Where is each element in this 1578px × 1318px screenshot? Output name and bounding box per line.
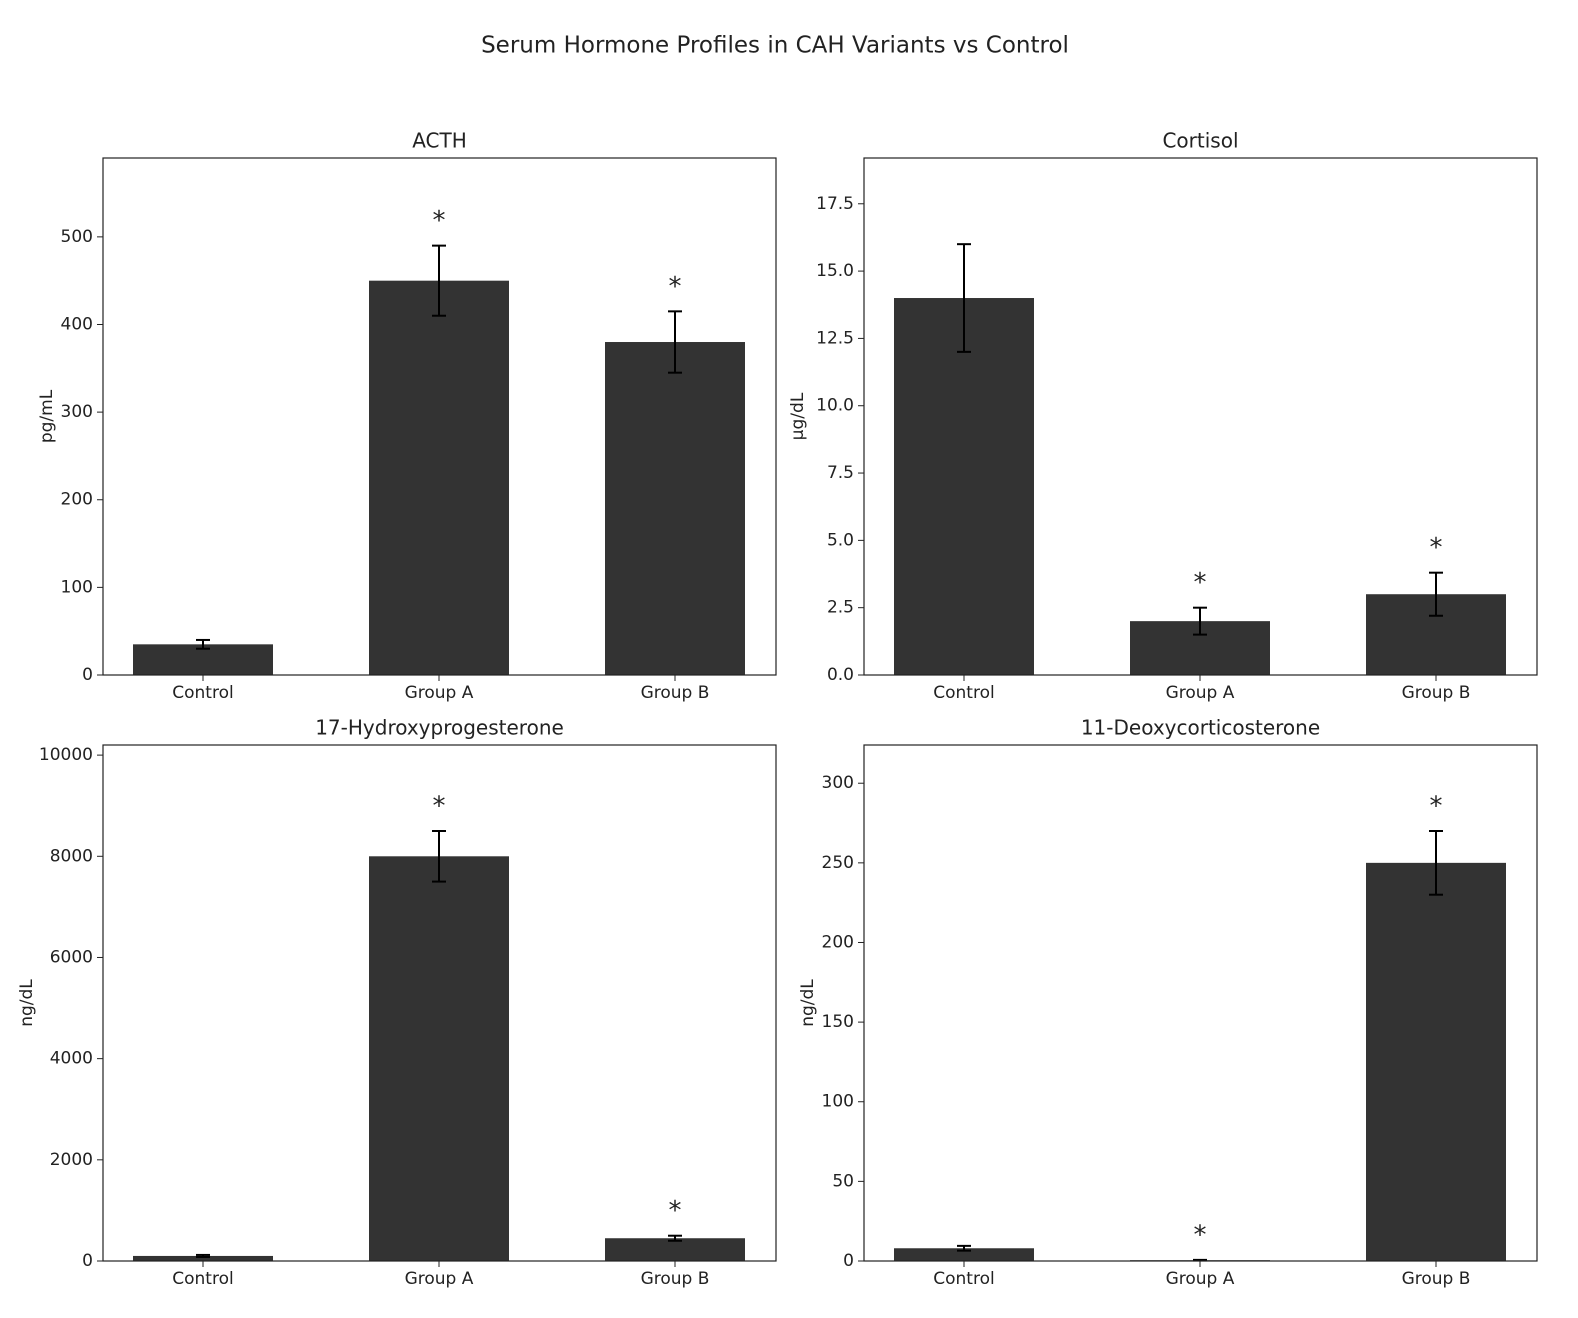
y-tick-label: 6000 [50,947,93,967]
error-bar [196,638,210,650]
bar [133,1255,273,1261]
subplot-title: 11-Deoxycorticosterone [1081,716,1320,740]
axes-frame [102,744,777,1262]
subplot-title: 17-Hydroxyprogesterone [315,716,564,740]
y-tick-label: 8000 [50,846,93,866]
y-tick-label: 300 [61,402,93,422]
y-tick-label: 7.5 [827,463,854,483]
error-bar [196,1253,210,1258]
error-bar [432,830,446,883]
x-tick-label: Control [172,683,233,703]
x-tick-label: Group B [1402,1269,1471,1289]
error-bar [432,244,446,317]
y-axis-label: ng/dL [798,979,818,1027]
y-axis-label: ng/dL [17,979,37,1027]
bar [369,856,509,1261]
error-bar [957,243,971,353]
x-tick-label: Group B [1402,683,1471,703]
subplot-title: Cortisol [1162,129,1238,153]
bar [894,298,1034,675]
bar [605,1238,745,1261]
y-tick-label: 200 [822,932,854,952]
y-tick-label: 300 [822,773,854,793]
significance-marker: * [433,206,446,236]
x-tick-label: Control [172,1269,233,1289]
x-tick-label: Control [933,683,994,703]
y-tick-label: 0 [843,1251,854,1271]
y-tick-label: 2000 [50,1150,93,1170]
significance-marker: * [1430,533,1443,563]
x-tick-label: Control [933,1269,994,1289]
y-tick-label: 17.5 [816,194,854,214]
y-axis-label: µg/dL [788,392,808,440]
error-bar [957,1244,971,1252]
y-tick-label: 100 [61,577,93,597]
x-tick-label: Group A [1166,1269,1235,1289]
significance-marker: * [1430,792,1443,822]
bar [369,280,509,675]
error-bar [1429,830,1443,896]
y-tick-label: 150 [822,1012,854,1032]
y-axis-label: pg/mL [37,389,57,443]
significance-marker: * [669,272,682,302]
x-tick-label: Group A [1166,683,1235,703]
error-bar [668,1234,682,1242]
y-tick-label: 0 [82,1251,93,1271]
y-tick-label: 100 [822,1092,854,1112]
x-tick-label: Group B [641,1269,710,1289]
subplot-title: ACTH [412,129,467,153]
significance-marker: * [669,1196,682,1226]
significance-marker: * [1194,1220,1207,1250]
x-tick-label: Group A [405,1269,474,1289]
figure-title: Serum Hormone Profiles in CAH Variants v… [481,33,1069,59]
y-tick-label: 200 [61,490,93,510]
y-tick-label: 10000 [39,745,93,765]
bar [605,342,745,675]
error-bar [668,310,682,374]
y-tick-label: 0.0 [827,665,854,685]
significance-marker: * [433,792,446,822]
x-tick-label: Group B [641,683,710,703]
bar [1366,862,1506,1261]
significance-marker: * [1194,568,1207,598]
y-tick-label: 10.0 [816,396,854,416]
axes-frame [863,744,1538,1262]
axes-frame [102,157,777,676]
x-tick-label: Group A [405,683,474,703]
bar [894,1248,1034,1261]
error-bar [1429,571,1443,617]
axes-frame [863,157,1538,676]
y-tick-label: 50 [832,1171,854,1191]
y-tick-label: 5.0 [827,530,854,550]
y-tick-label: 250 [822,853,854,873]
y-tick-label: 0 [82,665,93,685]
error-bar [1193,606,1207,636]
y-tick-label: 4000 [50,1049,93,1069]
y-tick-label: 500 [61,227,93,247]
y-tick-label: 15.0 [816,261,854,281]
y-tick-label: 400 [61,314,93,334]
y-tick-label: 12.5 [816,328,854,348]
y-tick-label: 2.5 [827,598,854,618]
